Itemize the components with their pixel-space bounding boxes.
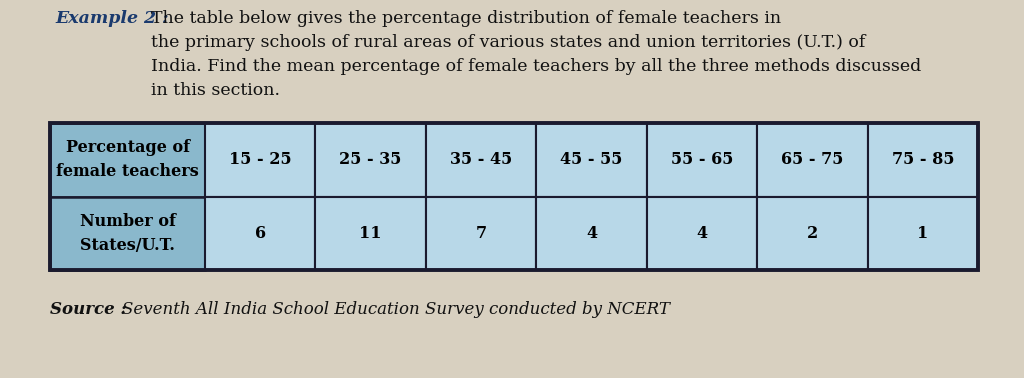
Text: Seventh All India School Education Survey conducted by NCERT: Seventh All India School Education Surve…: [122, 302, 670, 319]
Text: 4: 4: [696, 225, 708, 242]
Text: 11: 11: [359, 225, 382, 242]
Text: 45 - 55: 45 - 55: [560, 151, 623, 168]
Bar: [757, 197, 867, 270]
Text: 7: 7: [475, 225, 486, 242]
Text: Percentage of
female teachers: Percentage of female teachers: [56, 139, 199, 180]
Text: 6: 6: [255, 225, 266, 242]
Text: 25 - 35: 25 - 35: [339, 151, 401, 168]
Text: Example 2 :: Example 2 :: [55, 10, 174, 27]
Bar: [867, 197, 978, 270]
Bar: [205, 123, 315, 197]
Text: 55 - 65: 55 - 65: [671, 151, 733, 168]
Bar: [867, 123, 978, 197]
Text: 1: 1: [918, 225, 929, 242]
Text: 15 - 25: 15 - 25: [229, 151, 292, 168]
Text: 2: 2: [807, 225, 818, 242]
Bar: [537, 197, 647, 270]
Bar: [647, 197, 757, 270]
Text: 4: 4: [586, 225, 597, 242]
Text: 35 - 45: 35 - 45: [450, 151, 512, 168]
Bar: [315, 197, 426, 270]
Text: 65 - 75: 65 - 75: [781, 151, 844, 168]
Bar: [50, 197, 205, 270]
Text: 75 - 85: 75 - 85: [892, 151, 954, 168]
Bar: [315, 123, 426, 197]
Text: Source :: Source :: [50, 302, 132, 319]
Bar: [205, 197, 315, 270]
Bar: [426, 123, 537, 197]
Text: The table below gives the percentage distribution of female teachers in
the prim: The table below gives the percentage dis…: [151, 10, 922, 99]
Bar: [426, 197, 537, 270]
Bar: [647, 123, 757, 197]
Bar: [50, 123, 205, 197]
Bar: [50, 123, 978, 270]
Text: Number of
States/U.T.: Number of States/U.T.: [80, 213, 175, 254]
Bar: [757, 123, 867, 197]
Bar: [537, 123, 647, 197]
